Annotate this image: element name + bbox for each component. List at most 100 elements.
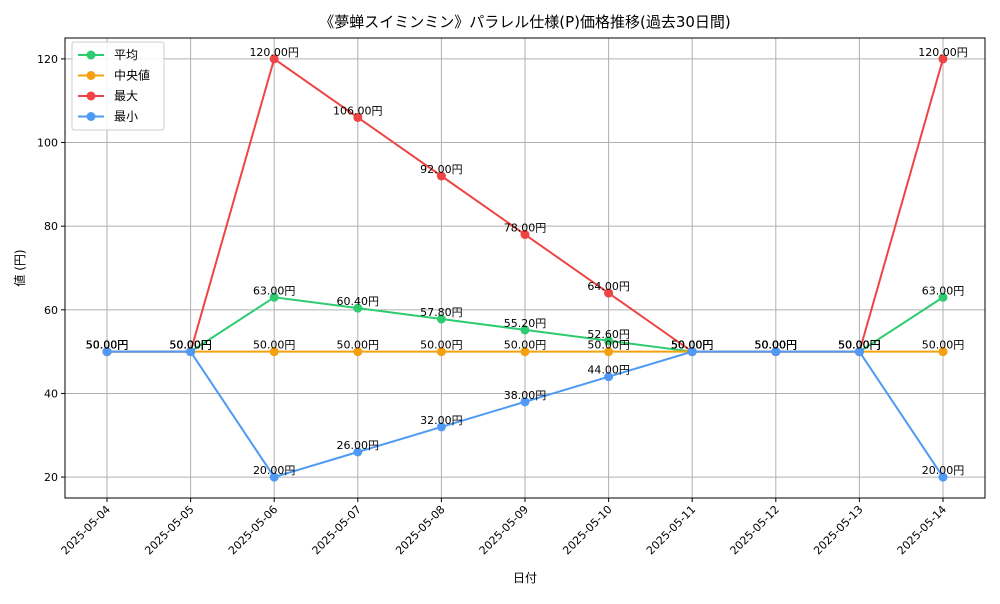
data-label: 38.00円 — [504, 389, 547, 402]
data-label: 50.00円 — [755, 339, 798, 352]
data-label: 50.00円 — [337, 339, 380, 352]
series-layer — [102, 54, 948, 482]
data-label: 50.00円 — [671, 339, 714, 352]
data-point — [604, 372, 614, 382]
data-label: 50.00円 — [169, 339, 212, 352]
data-label: 60.40円 — [337, 295, 380, 308]
y-tick-label: 120 — [37, 53, 58, 66]
legend-label: 最大 — [114, 89, 138, 103]
data-label: 78.00円 — [504, 222, 547, 235]
legend-swatch-marker — [86, 50, 96, 60]
data-label: 26.00円 — [337, 439, 380, 452]
x-tick-label: 2025-05-07 — [310, 503, 364, 557]
data-label: 64.00円 — [587, 280, 630, 293]
data-label: 63.00円 — [253, 284, 296, 297]
data-label: 50.00円 — [86, 339, 129, 352]
data-label: 50.00円 — [755, 339, 798, 352]
data-point — [520, 397, 530, 407]
data-point — [771, 347, 781, 357]
data-point — [186, 347, 196, 357]
legend-swatch-marker — [86, 112, 96, 121]
legend-label: 平均 — [114, 48, 138, 62]
data-label: 50.00円 — [587, 339, 630, 352]
y-tick-label: 80 — [44, 220, 58, 233]
data-point — [604, 347, 614, 357]
data-point — [269, 54, 279, 64]
data-point — [269, 472, 279, 482]
data-label: 20.00円 — [253, 464, 296, 477]
y-tick-label: 20 — [44, 471, 58, 484]
x-tick-label: 2025-05-08 — [393, 503, 447, 557]
x-tick-label: 2025-05-09 — [477, 503, 531, 557]
data-label: 50.00円 — [922, 339, 965, 352]
data-point — [938, 472, 948, 482]
data-label: 32.00円 — [420, 414, 463, 427]
data-point — [854, 347, 864, 357]
data-point — [353, 303, 363, 313]
data-label: 50.00円 — [420, 339, 463, 352]
data-label: 50.00円 — [169, 339, 212, 352]
data-point — [436, 422, 446, 432]
y-tick-label: 100 — [37, 137, 58, 150]
data-label: 50.00円 — [504, 339, 547, 352]
data-label: 50.00円 — [253, 339, 296, 352]
y-tick-label: 60 — [44, 304, 58, 317]
data-point — [520, 325, 530, 335]
data-point — [687, 347, 697, 357]
y-axis-label: 値 (円) — [12, 249, 27, 286]
tick-layer: 2025-05-04 2025-05-05 2025-05-06 2025-05-07… — [37, 53, 949, 557]
data-label: 120.00円 — [918, 46, 968, 59]
data-label: 50.00円 — [755, 339, 798, 352]
data-label: 50.00円 — [86, 339, 129, 352]
x-tick-label: 2025-05-12 — [728, 503, 782, 557]
legend-swatch-marker — [86, 71, 96, 80]
data-point — [938, 347, 948, 357]
data-label: 50.00円 — [755, 339, 798, 352]
data-label: 50.00円 — [838, 339, 881, 352]
data-label: 55.20円 — [504, 317, 547, 330]
legend-box — [71, 41, 165, 131]
data-label: 50.00円 — [169, 339, 212, 352]
data-point — [102, 347, 112, 357]
data-point — [269, 292, 279, 302]
data-point — [604, 288, 614, 298]
data-label: 50.00円 — [86, 339, 129, 352]
x-tick-label: 2025-05-14 — [895, 503, 949, 557]
data-point — [436, 314, 446, 324]
data-point — [353, 347, 363, 357]
x-tick-label: 2025-05-04 — [59, 503, 113, 557]
grid-layer — [65, 38, 985, 498]
x-tick-label: 2025-05-05 — [142, 503, 196, 557]
data-label: 50.00円 — [671, 339, 714, 352]
x-tick-label: 2025-05-13 — [811, 503, 865, 557]
data-label: 50.00円 — [838, 339, 881, 352]
x-tick-label: 2025-05-10 — [560, 503, 614, 557]
x-axis-label: 日付 — [513, 571, 537, 585]
legend-swatch-marker — [86, 91, 96, 101]
data-label: 52.60円 — [587, 328, 630, 341]
data-point — [938, 292, 948, 302]
legend-label: 中央値 — [114, 68, 150, 83]
data-point — [353, 112, 363, 122]
data-label: 57.80円 — [420, 306, 463, 319]
data-label: 50.00円 — [86, 339, 129, 352]
data-point — [520, 230, 530, 240]
data-label: 50.00円 — [671, 339, 714, 352]
data-label: 50.00円 — [671, 339, 714, 352]
data-label: 120.00円 — [249, 46, 299, 59]
data-label-layer: 50.00円 50.00円 63.00円 60.40円 57.80円 55.20円 52.6… — [86, 46, 968, 477]
data-label: 20.00円 — [922, 464, 965, 477]
y-tick-label: 40 — [44, 387, 58, 400]
data-point — [938, 54, 948, 64]
data-label: 50.00円 — [838, 339, 881, 352]
data-point — [353, 447, 363, 457]
data-label: 106.00円 — [333, 104, 383, 117]
data-label: 44.00円 — [587, 364, 630, 377]
data-point — [436, 171, 446, 181]
data-point — [604, 336, 614, 346]
x-tick-label: 2025-05-06 — [226, 503, 280, 557]
data-point — [436, 347, 446, 357]
